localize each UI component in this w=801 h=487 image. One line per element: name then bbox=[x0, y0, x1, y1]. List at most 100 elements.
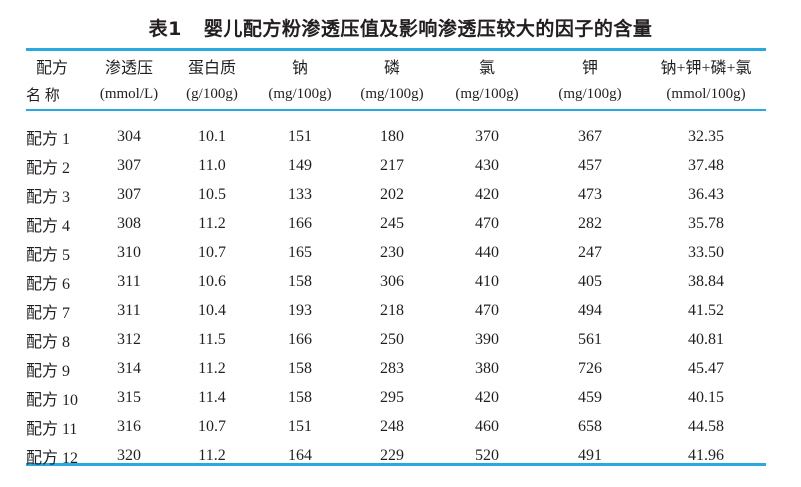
value-cell: 38.84 bbox=[688, 272, 724, 290]
column-unit: (mg/100g) bbox=[268, 86, 332, 102]
value-cell: 166 bbox=[288, 330, 312, 348]
value-cell: 40.15 bbox=[688, 388, 724, 406]
formula-name-cell: 配方 10 bbox=[26, 391, 79, 409]
table-title: 表1 婴儿配方粉渗透压值及影响渗透压较大的因子的含量 bbox=[0, 14, 801, 41]
value-cell: 307 bbox=[117, 185, 141, 203]
value-cell: 41.96 bbox=[688, 446, 724, 464]
column-unit: (g/100g) bbox=[186, 86, 238, 102]
value-cell: 494 bbox=[578, 301, 602, 319]
value-cell: 658 bbox=[578, 417, 602, 435]
value-cell: 370 bbox=[475, 127, 499, 145]
column-unit: (mg/100g) bbox=[360, 86, 424, 102]
value-cell: 10.6 bbox=[198, 272, 226, 290]
value-cell: 10.5 bbox=[198, 185, 226, 203]
table-row: 配方 2 307 11.0 149 217 430 457 37.48 bbox=[26, 151, 766, 180]
value-cell: 315 bbox=[117, 388, 141, 406]
table-row: 配方 12 320 11.2 164 229 520 491 41.96 bbox=[26, 441, 766, 470]
value-cell: 149 bbox=[288, 156, 312, 174]
column-unit: (mmol/100g) bbox=[666, 86, 746, 102]
value-cell: 11.4 bbox=[198, 388, 226, 406]
value-cell: 11.2 bbox=[198, 359, 226, 377]
value-cell: 250 bbox=[380, 330, 404, 348]
data-table: 配方 渗透压 蛋白质 钠 磷 氯 钾 钠+钾+磷+氯名 称 (mmol/L) (g/100g) (m… bbox=[26, 51, 766, 470]
formula-name-cell: 配方 1 bbox=[26, 130, 71, 148]
value-cell: 367 bbox=[578, 127, 602, 145]
value-cell: 457 bbox=[578, 156, 602, 174]
value-cell: 314 bbox=[117, 359, 141, 377]
value-cell: 520 bbox=[475, 446, 499, 464]
formula-name-cell: 配方 12 bbox=[26, 449, 79, 467]
value-cell: 151 bbox=[288, 127, 312, 145]
value-cell: 247 bbox=[578, 243, 602, 261]
value-cell: 32.35 bbox=[688, 127, 724, 145]
value-cell: 230 bbox=[380, 243, 404, 261]
value-cell: 380 bbox=[475, 359, 499, 377]
value-cell: 158 bbox=[288, 359, 312, 377]
column-header: 钠+钾+磷+氯 bbox=[660, 59, 752, 77]
value-cell: 180 bbox=[380, 127, 404, 145]
top-rule bbox=[26, 48, 766, 51]
formula-name-cell: 配方 2 bbox=[26, 159, 71, 177]
column-header: 磷 bbox=[383, 59, 400, 77]
value-cell: 306 bbox=[380, 272, 404, 290]
table-caption: 婴儿配方粉渗透压值及影响渗透压较大的因子的含量 bbox=[203, 18, 653, 40]
bottom-rule bbox=[26, 463, 766, 466]
table-number: 表1 bbox=[148, 18, 182, 40]
value-cell: 410 bbox=[475, 272, 499, 290]
value-cell: 158 bbox=[288, 388, 312, 406]
value-cell: 390 bbox=[475, 330, 499, 348]
table-row: 配方 4 308 11.2 166 245 470 282 35.78 bbox=[26, 209, 766, 238]
table-row: 配方 3 307 10.5 133 202 420 473 36.43 bbox=[26, 180, 766, 209]
value-cell: 164 bbox=[288, 446, 312, 464]
value-cell: 311 bbox=[117, 272, 141, 290]
value-cell: 10.4 bbox=[198, 301, 226, 319]
column-unit: 名 称 bbox=[26, 88, 60, 104]
header-row-names: 配方 渗透压 蛋白质 钠 磷 氯 钾 钠+钾+磷+氯 bbox=[26, 51, 766, 80]
value-cell: 158 bbox=[288, 272, 312, 290]
value-cell: 40.81 bbox=[688, 330, 724, 348]
column-unit: (mmol/L) bbox=[99, 86, 159, 102]
value-cell: 151 bbox=[288, 417, 312, 435]
value-cell: 320 bbox=[117, 446, 141, 464]
value-cell: 11.2 bbox=[198, 446, 226, 464]
value-cell: 45.47 bbox=[688, 359, 724, 377]
column-header: 钠 bbox=[291, 59, 308, 77]
value-cell: 133 bbox=[288, 185, 312, 203]
table-row: 配方 8 312 11.5 166 250 390 561 40.81 bbox=[26, 325, 766, 354]
column-header: 钾 bbox=[581, 59, 598, 77]
value-cell: 405 bbox=[578, 272, 602, 290]
value-cell: 202 bbox=[380, 185, 404, 203]
formula-name-cell: 配方 8 bbox=[26, 333, 71, 351]
value-cell: 11.2 bbox=[198, 214, 226, 232]
value-cell: 460 bbox=[475, 417, 499, 435]
column-unit: (mg/100g) bbox=[455, 86, 519, 102]
value-cell: 312 bbox=[117, 330, 141, 348]
formula-name-cell: 配方 3 bbox=[26, 188, 71, 206]
value-cell: 308 bbox=[117, 214, 141, 232]
column-header: 配方 bbox=[36, 59, 69, 77]
value-cell: 420 bbox=[475, 388, 499, 406]
value-cell: 165 bbox=[288, 243, 312, 261]
table-row: 配方 10 315 11.4 158 295 420 459 40.15 bbox=[26, 383, 766, 412]
value-cell: 218 bbox=[380, 301, 404, 319]
table-row: 配方 5 310 10.7 165 230 440 247 33.50 bbox=[26, 238, 766, 267]
column-header: 渗透压 bbox=[104, 59, 153, 77]
header-row-units: 名 称 (mmol/L) (g/100g) (mg/100g) (mg/100g) (mg… bbox=[26, 80, 766, 109]
value-cell: 282 bbox=[578, 214, 602, 232]
value-cell: 311 bbox=[117, 301, 141, 319]
value-cell: 41.52 bbox=[688, 301, 724, 319]
column-header: 氯 bbox=[478, 59, 495, 77]
value-cell: 35.78 bbox=[688, 214, 724, 232]
value-cell: 33.50 bbox=[688, 243, 724, 261]
value-cell: 245 bbox=[380, 214, 404, 232]
table-row: 配方 7 311 10.4 193 218 470 494 41.52 bbox=[26, 296, 766, 325]
value-cell: 420 bbox=[475, 185, 499, 203]
value-cell: 473 bbox=[578, 185, 602, 203]
value-cell: 307 bbox=[117, 156, 141, 174]
value-cell: 491 bbox=[578, 446, 602, 464]
column-unit: (mg/100g) bbox=[558, 86, 622, 102]
formula-name-cell: 配方 6 bbox=[26, 275, 71, 293]
value-cell: 11.0 bbox=[198, 156, 226, 174]
value-cell: 310 bbox=[117, 243, 141, 261]
value-cell: 283 bbox=[380, 359, 404, 377]
